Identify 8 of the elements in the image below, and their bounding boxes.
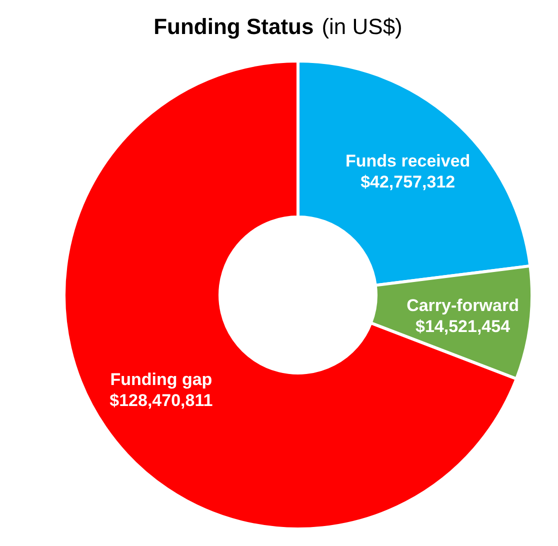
chart-subtitle: (in US$) <box>322 14 402 39</box>
slice-label: Carry-forward <box>406 296 519 316</box>
chart-title: Funding Status <box>154 14 314 39</box>
data-label: $42,757,312 <box>360 172 456 192</box>
data-label: $14,521,454 <box>416 317 511 336</box>
slice-label: Funds received <box>345 152 470 171</box>
data-label: $128,470,811 <box>110 391 213 410</box>
slice-label: Funding gap <box>110 370 212 390</box>
